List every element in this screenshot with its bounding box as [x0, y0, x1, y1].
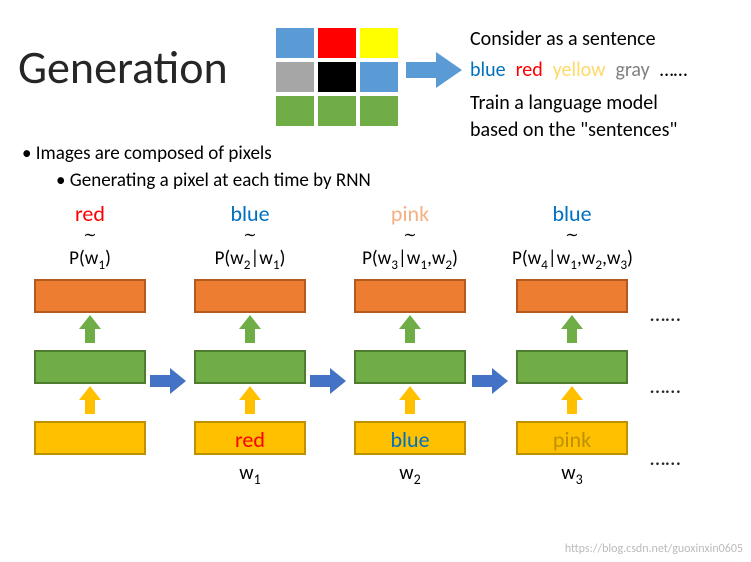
pixel-3	[276, 62, 314, 92]
watermark: https://blog.csdn.net/guoxinxin0605	[565, 542, 743, 556]
hidden-box	[34, 350, 146, 384]
pixel-7	[318, 96, 356, 126]
tilde-icon: ∼	[512, 225, 632, 245]
color-word: blue	[470, 57, 506, 84]
output-box	[194, 279, 306, 313]
tilde-icon: ∼	[190, 225, 310, 245]
w-label: w1	[190, 461, 310, 488]
prob-text: P(w1)	[30, 247, 150, 273]
page-title: Generation	[18, 40, 228, 96]
color-word: yellow	[553, 57, 606, 84]
output-label: pink	[350, 200, 470, 227]
output-box	[34, 279, 146, 313]
rnn-col-2: pink ∼ P(w3|w1,w2) blue w2	[350, 200, 470, 488]
hidden-box	[354, 350, 466, 384]
input-box: red	[194, 421, 306, 455]
ellipsis: ……	[650, 444, 680, 471]
bullet-1: • Images are composed of pixels	[22, 142, 371, 165]
explain-block: Consider as a sentence bluered yellow gray…	[470, 26, 697, 144]
arrow-right-icon	[310, 366, 348, 401]
color-word: red	[516, 57, 543, 84]
explain-line1: Consider as a sentence	[470, 26, 697, 53]
pixel-0	[276, 28, 314, 58]
pixel-8	[360, 96, 398, 126]
explain-words: bluered yellow gray ……	[470, 57, 697, 84]
prob-text: P(w2|w1)	[190, 247, 310, 273]
output-box	[516, 279, 628, 313]
explain-line3b: based on the "sentences"	[470, 117, 697, 144]
w-label: w3	[512, 461, 632, 488]
input-box	[34, 421, 146, 455]
prob-text: P(w3|w1,w2)	[350, 247, 470, 273]
pixel-grid	[276, 28, 398, 126]
rnn-diagram: red ∼ P(w1) blue ∼ P(w2|w1) red w1 pink …	[26, 200, 726, 540]
color-word: gray	[615, 57, 649, 84]
ellipsis: ……	[650, 372, 680, 399]
arrow-right-icon	[406, 50, 464, 90]
tilde-icon: ∼	[30, 225, 150, 245]
bullet-list: • Images are composed of pixels • Genera…	[22, 142, 371, 192]
arrow-right-icon	[472, 366, 510, 401]
ellipsis: ……	[650, 300, 680, 327]
input-box: pink	[516, 421, 628, 455]
prob-text: P(w4|w1,w2,w3)	[512, 247, 632, 273]
explain-line3a: Train a language model	[470, 90, 697, 117]
pixel-4	[318, 62, 356, 92]
tilde-icon: ∼	[350, 225, 470, 245]
rnn-col-3: blue ∼ P(w4|w1,w2,w3) pink w3	[512, 200, 632, 488]
bullet-2: • Generating a pixel at each time by RNN	[56, 169, 371, 192]
pixel-5	[360, 62, 398, 92]
output-box	[354, 279, 466, 313]
output-label: blue	[512, 200, 632, 227]
rnn-col-1: blue ∼ P(w2|w1) red w1	[190, 200, 310, 488]
hidden-box	[516, 350, 628, 384]
color-word: ……	[660, 57, 688, 84]
output-label: blue	[190, 200, 310, 227]
input-box: blue	[354, 421, 466, 455]
pixel-6	[276, 96, 314, 126]
w-label: w2	[350, 461, 470, 488]
pixel-2	[360, 28, 398, 58]
output-label: red	[30, 200, 150, 227]
hidden-box	[194, 350, 306, 384]
arrow-right-icon	[150, 366, 188, 401]
pixel-1	[318, 28, 356, 58]
rnn-col-0: red ∼ P(w1)	[30, 200, 150, 461]
